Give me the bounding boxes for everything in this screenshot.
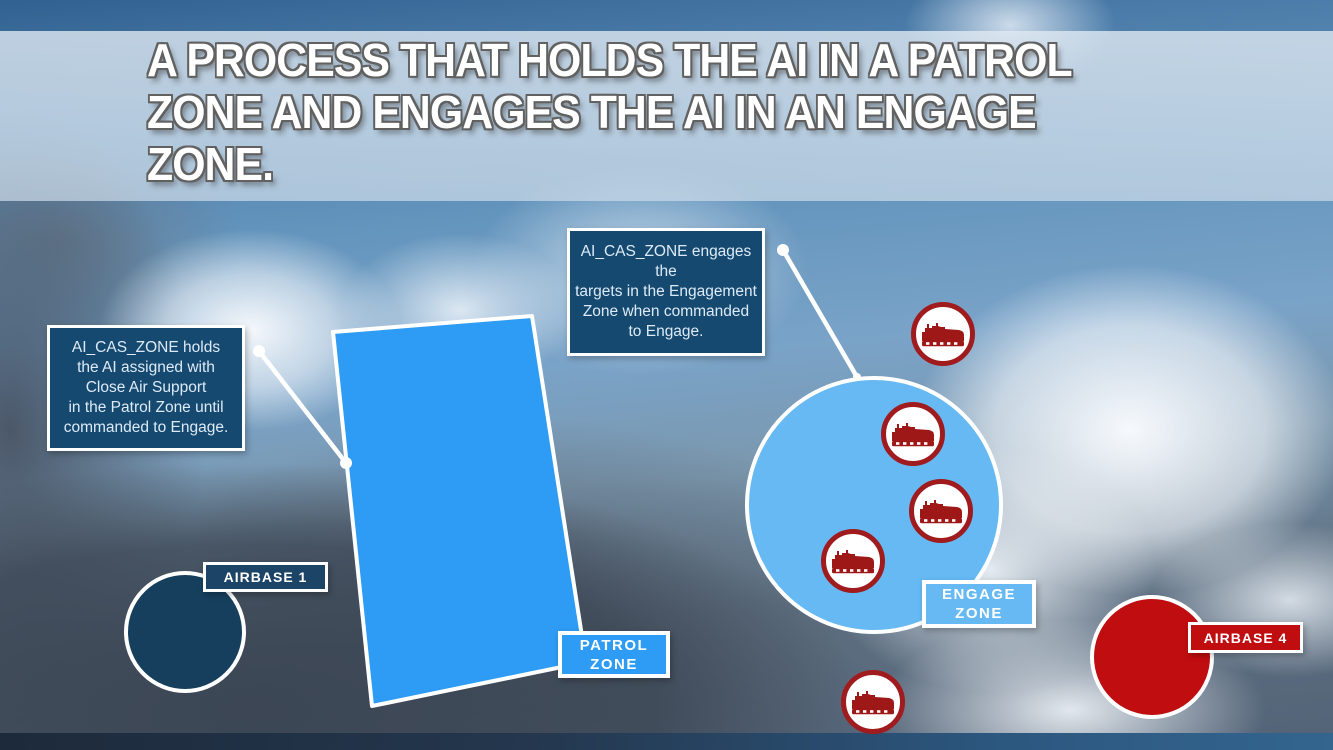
bottom-edge-strip	[0, 733, 1333, 750]
callout-connector-patrol	[253, 345, 352, 469]
callout-engage-command: AI_CAS_ZONE engages the targets in the E…	[567, 228, 765, 356]
title-banner: A PROCESS THAT HOLDS THE AI IN A PATROL …	[0, 31, 1333, 201]
target-tank-marker	[824, 532, 883, 591]
target-tank-marker	[912, 482, 971, 541]
airbase-4-shape	[1090, 595, 1214, 719]
slide-title: A PROCESS THAT HOLDS THE AI IN A PATROL …	[147, 34, 1073, 190]
patrol-zone-shape	[331, 314, 588, 708]
label-patrol-zone: PATROL ZONE	[558, 631, 670, 678]
target-tank-marker	[914, 305, 973, 364]
label-engage-zone: ENGAGE ZONE	[922, 580, 1036, 628]
target-tank-marker	[844, 673, 903, 732]
callout-connector-engage	[777, 244, 861, 381]
target-tank-marker	[884, 405, 943, 464]
label-airbase-1: AIRBASE 1	[203, 562, 328, 592]
callout-patrol-hold: AI_CAS_ZONE holds the AI assigned with C…	[47, 325, 245, 451]
label-airbase-4: AIRBASE 4	[1188, 622, 1303, 653]
airbase-1-shape	[124, 571, 246, 693]
